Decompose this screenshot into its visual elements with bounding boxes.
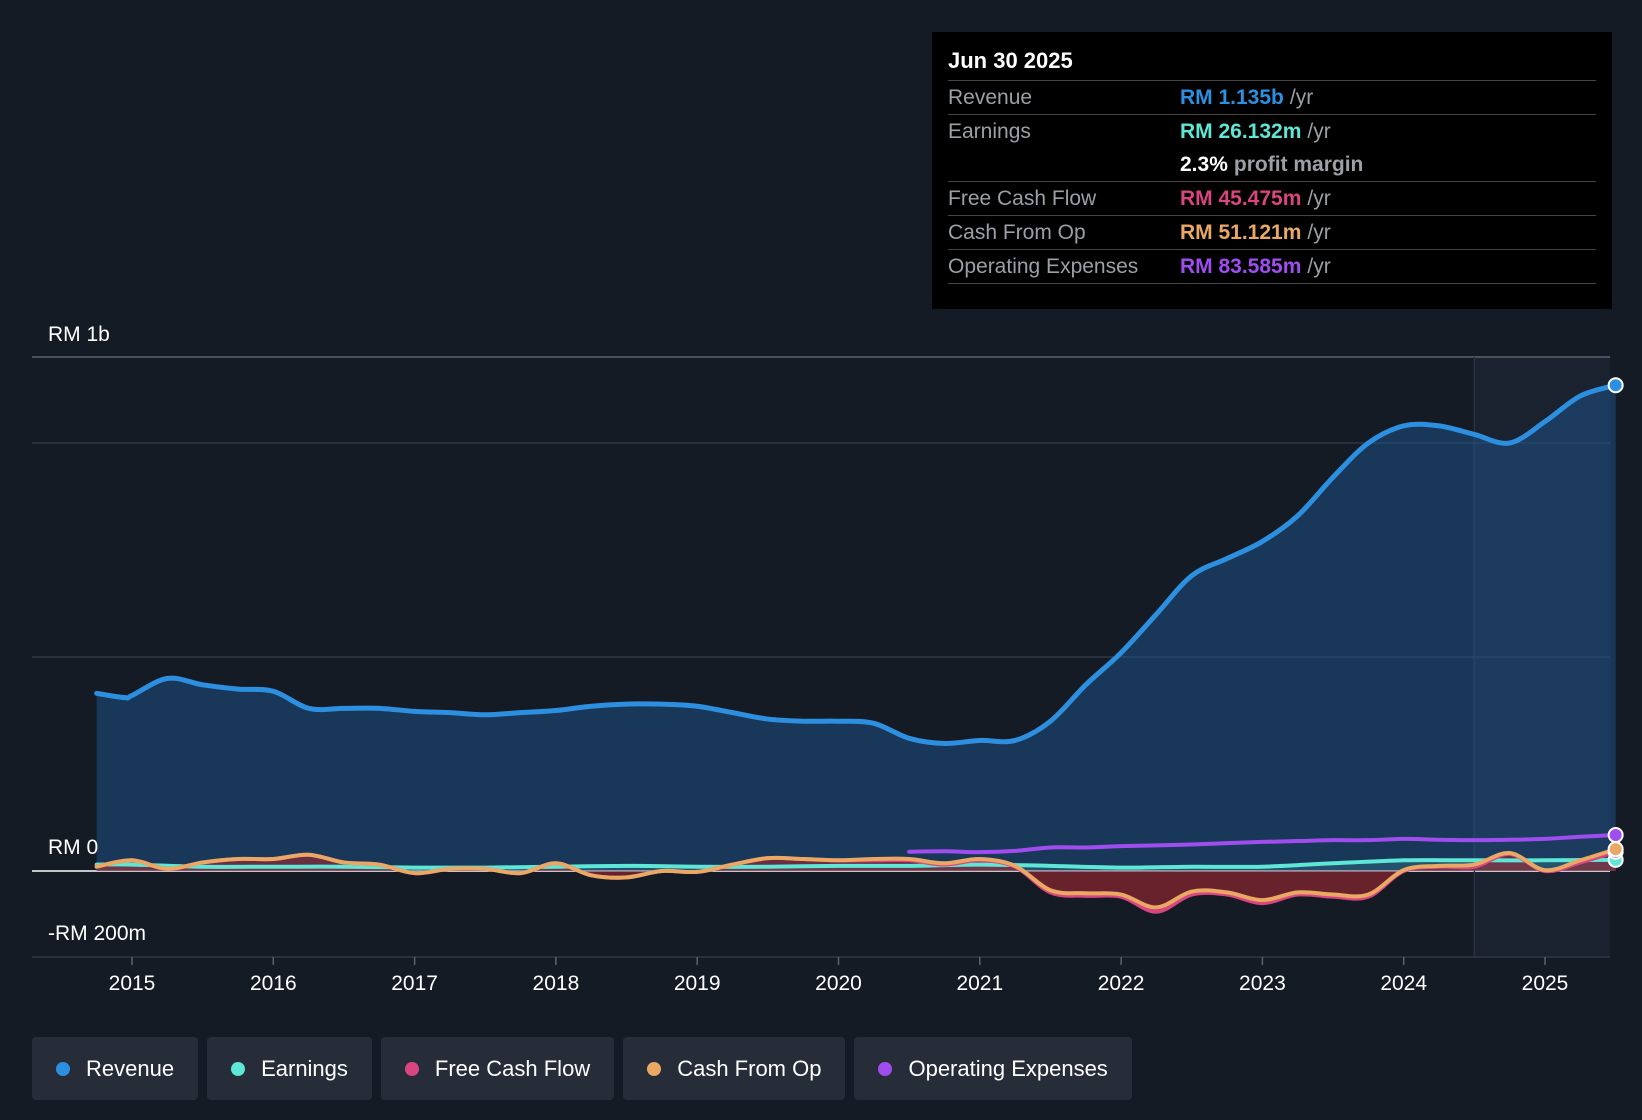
x-axis: 2015 2016 2017 2018 2019 2020 2021 2022 2023 2024… [109,957,1569,995]
legend-label: Revenue [86,1055,175,1081]
x-tick-label: 2024 [1380,972,1427,995]
tooltip-row-label [948,148,1180,181]
legend-item-cash-from-op[interactable]: Cash From Op [623,1037,846,1100]
legend-item-earnings[interactable]: Earnings [207,1037,372,1100]
legend-item-free-cash-flow[interactable]: Free Cash Flow [380,1037,615,1100]
tooltip-row: Free Cash Flow RM 45.475m/yr [948,182,1596,216]
legend-dot-icon [231,1061,246,1076]
tooltip-row-unit: /yr [1289,86,1314,109]
end-markers [1607,377,1624,868]
legend-dot-icon [878,1061,893,1076]
tooltip-row-unit: /yr [1307,221,1331,244]
tooltip-row-unit: /yr [1307,255,1331,278]
free-cash-flow-area [96,851,1616,912]
legend-label: Free Cash Flow [434,1055,591,1081]
tooltip-row-value: 2.3% [1180,153,1228,176]
x-tick-label: 2021 [956,972,1003,995]
earnings-line [94,857,1618,870]
x-tick-label: 2015 [109,972,156,995]
tooltip-row-label: Free Cash Flow [948,187,1097,210]
tooltip-date: Jun 30 2025 [948,46,1596,81]
tooltip-row-label: Operating Expenses [948,255,1139,278]
x-tick-label: 2025 [1522,972,1569,995]
legend-item-operating-expenses[interactable]: Operating Expenses [854,1037,1132,1100]
y-label-bottom: -RM 200m [48,922,146,945]
legend: Revenue Earnings Free Cash Flow Cash From O… [32,1037,1132,1100]
x-tick-label: 2016 [250,972,297,995]
tooltip-row-unit: /yr [1307,120,1331,143]
tooltip-row: Operating Expenses RM 83.585m/yr [948,250,1596,284]
series-layer [94,382,1619,914]
tooltip-row-value: RM 51.121m [1180,221,1302,244]
tooltip-row-label: Revenue [948,86,1033,109]
tooltip-row: Earnings RM 26.132m/yr [948,115,1596,148]
y-label-zero: RM 0 [48,836,98,859]
x-tick-label: 2020 [815,972,862,995]
revenue-end-marker [1607,377,1624,394]
legend-dot-icon [404,1061,419,1076]
legend-item-revenue[interactable]: Revenue [32,1037,199,1100]
legend-label: Earnings [261,1055,348,1081]
tooltip-row-label: Cash From Op [948,221,1086,244]
tooltip-row-unit: profit margin [1233,153,1364,176]
tooltip-row-unit: /yr [1307,187,1331,210]
tooltip-row-value: RM 45.475m [1180,187,1302,210]
x-tick-label: 2017 [391,972,438,995]
legend-dot-icon [56,1061,70,1076]
revenue-area [96,385,1616,871]
tooltip-row: Cash From Op RM 51.121m/yr [948,216,1596,250]
tooltip-row: Revenue RM 1.135b/yr [948,81,1596,115]
cash-from-op-end-marker [1607,841,1624,858]
x-tick-label: 2022 [1098,972,1145,995]
x-tick-label: 2019 [674,972,721,995]
operating-expenses-end-marker [1607,827,1624,844]
y-label-top: RM 1b [48,323,110,346]
legend-label: Cash From Op [677,1055,822,1081]
tooltip-row-value: RM 26.132m [1180,120,1302,143]
cash-from-op-line [94,847,1618,910]
x-tick-label: 2018 [533,972,580,995]
tooltip-row-value: RM 83.585m [1180,255,1302,278]
tooltip-row-value: RM 1.135b [1180,86,1284,109]
tooltip-row: 2.3% profit margin [948,148,1596,182]
revenue-line [94,382,1619,746]
tooltip: Jun 30 2025 Revenue RM 1.135b/yr Earnings R… [932,32,1612,309]
operating-expenses-line [907,833,1618,855]
x-tick-label: 2023 [1239,972,1286,995]
legend-label: Operating Expenses [908,1055,1108,1081]
tooltip-row-label: Earnings [948,120,1031,143]
legend-dot-icon [647,1061,662,1076]
